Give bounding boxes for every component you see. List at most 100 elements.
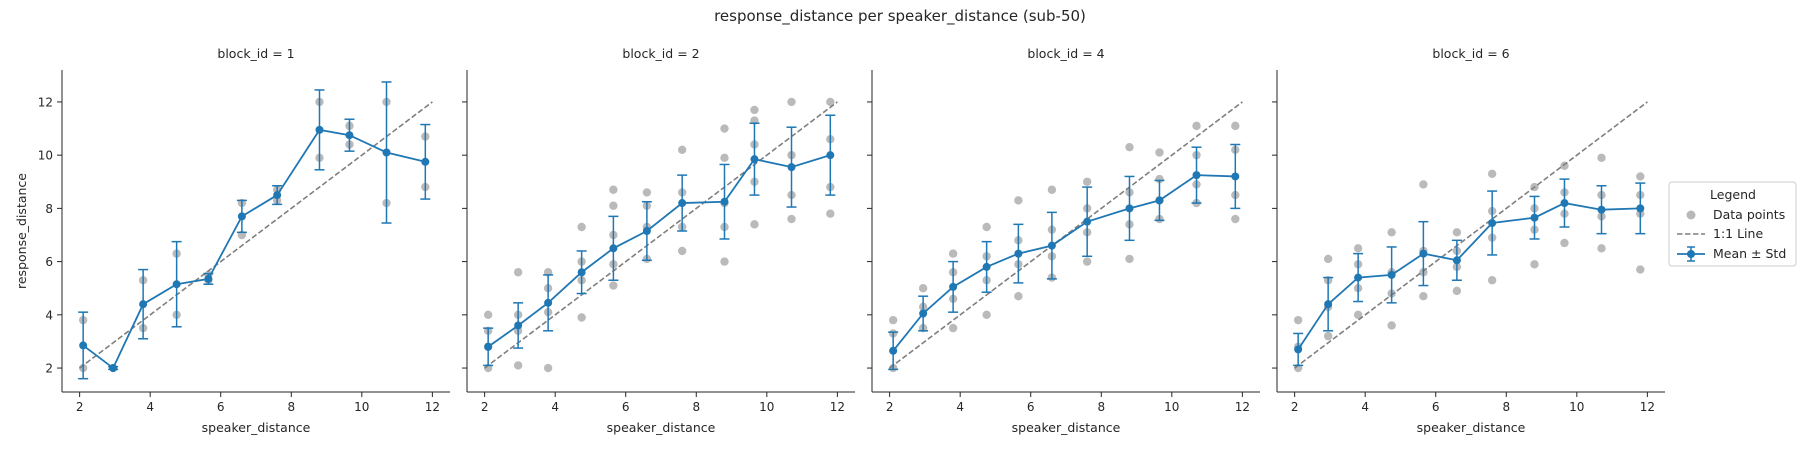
x-tick-label: 4 xyxy=(956,400,964,414)
mean-point xyxy=(982,262,991,271)
x-tick-label: 10 xyxy=(759,400,774,414)
data-point xyxy=(1636,172,1645,181)
mean-point xyxy=(678,199,687,208)
x-tick-label: 10 xyxy=(354,400,369,414)
data-point xyxy=(1192,121,1201,131)
panel-1: block_id = 1 2 4 6 8 10 12 2 4 6 8 10 12 speaker_dist… xyxy=(14,46,450,435)
x-tick-label: 2 xyxy=(1291,400,1299,414)
mean-point xyxy=(889,346,898,355)
mean-point xyxy=(139,300,148,309)
data-point xyxy=(982,310,991,320)
legend-frame xyxy=(1668,181,1797,267)
x-tick-label: 12 xyxy=(1235,400,1250,414)
data-point xyxy=(577,313,586,322)
mean-point xyxy=(273,191,282,200)
data-point xyxy=(1125,142,1134,152)
data-point xyxy=(1323,254,1333,264)
mean-point xyxy=(237,212,246,221)
mean-point xyxy=(1294,345,1303,354)
mean-point xyxy=(1014,249,1023,258)
mean-point xyxy=(1636,204,1645,213)
y-tick-label: 4 xyxy=(45,308,53,322)
data-point xyxy=(918,284,928,293)
legend-identity-line-label: 1:1 Line xyxy=(1713,226,1763,241)
x-tick-label: 8 xyxy=(1097,400,1105,414)
data-point xyxy=(677,246,687,256)
x-tick-label: 2 xyxy=(76,400,84,414)
data-point xyxy=(609,281,618,290)
x-tick-label: 8 xyxy=(287,400,295,414)
data-point xyxy=(1419,291,1428,301)
data-point xyxy=(1597,244,1606,253)
panels: block_id = 1 2 4 6 8 10 12 2 4 6 8 10 12 speaker_dist… xyxy=(14,46,1665,435)
mean-point xyxy=(315,125,324,134)
mean-point xyxy=(642,227,651,235)
data-point xyxy=(1387,228,1396,237)
mean-point xyxy=(1324,300,1333,309)
x-tick-label: 6 xyxy=(217,400,225,414)
mean-point xyxy=(109,364,118,373)
mean-point xyxy=(1452,256,1461,265)
data-point xyxy=(642,188,652,197)
x-tick-label: 8 xyxy=(692,400,700,414)
figure-suptitle: response_distance per speaker_distance (… xyxy=(714,7,1086,26)
mean-point xyxy=(1488,219,1497,228)
x-tick-label: 2 xyxy=(481,400,489,414)
y-tick-label: 12 xyxy=(38,95,53,109)
x-tick-label: 12 xyxy=(425,400,440,414)
mean-point xyxy=(1231,172,1240,181)
panel-3: block_id = 4 2 4 6 8 10 12 speaker_distance xyxy=(867,46,1260,435)
mean-point xyxy=(1560,199,1569,208)
mean-point xyxy=(787,163,796,172)
mean-point xyxy=(1192,171,1201,180)
mean-point xyxy=(421,157,430,166)
mean-point xyxy=(544,298,553,307)
x-tick-label: 6 xyxy=(1432,400,1440,414)
mean-point xyxy=(1083,217,1092,226)
data-point xyxy=(577,222,586,232)
data-point xyxy=(826,209,835,218)
x-tick-label: 8 xyxy=(1502,400,1510,414)
data-point xyxy=(543,363,553,373)
data-point xyxy=(787,97,796,107)
panel-4: block_id = 6 2 4 6 8 10 12 speaker_distance xyxy=(1272,46,1665,435)
data-point xyxy=(1597,153,1606,163)
legend-mean-label: Mean ± Std xyxy=(1713,246,1786,261)
legend-mean-marker xyxy=(1687,250,1695,258)
x-tick-label: 6 xyxy=(622,400,630,414)
mean-point xyxy=(609,244,618,253)
data-point xyxy=(1419,180,1428,189)
mean-point xyxy=(919,309,928,318)
mean-line xyxy=(892,174,1236,352)
panel-title: block_id = 6 xyxy=(1432,46,1509,61)
legend-data-points-marker xyxy=(1686,210,1696,220)
data-point xyxy=(1231,121,1240,131)
mean-line xyxy=(487,154,831,348)
y-tick-label: 10 xyxy=(38,149,53,163)
mean-point xyxy=(484,342,493,351)
mean-point xyxy=(577,268,586,277)
data-point xyxy=(787,214,796,224)
data-point xyxy=(1452,228,1462,237)
data-point xyxy=(1452,286,1462,296)
x-axis-label: speaker_distance xyxy=(1012,420,1121,435)
x-tick-label: 10 xyxy=(1164,400,1179,414)
y-tick-label: 2 xyxy=(45,362,53,376)
mean-point xyxy=(172,280,181,289)
x-tick-label: 12 xyxy=(830,400,845,414)
data-point xyxy=(888,315,898,325)
y-tick-label: 8 xyxy=(45,202,53,216)
x-tick-label: 10 xyxy=(1569,400,1584,414)
identity-line xyxy=(484,101,838,369)
x-tick-label: 4 xyxy=(551,400,559,414)
data-point xyxy=(1155,148,1164,157)
data-point xyxy=(1014,291,1023,301)
legend: Legend Data points 1:1 Line Mean ± Std xyxy=(1668,181,1797,267)
data-point xyxy=(750,105,759,115)
x-tick-label: 4 xyxy=(1361,400,1369,414)
data-point xyxy=(1155,174,1164,184)
data-point xyxy=(948,323,958,333)
data-point xyxy=(1560,238,1569,248)
mean-point xyxy=(514,321,523,330)
data-point xyxy=(720,257,729,266)
